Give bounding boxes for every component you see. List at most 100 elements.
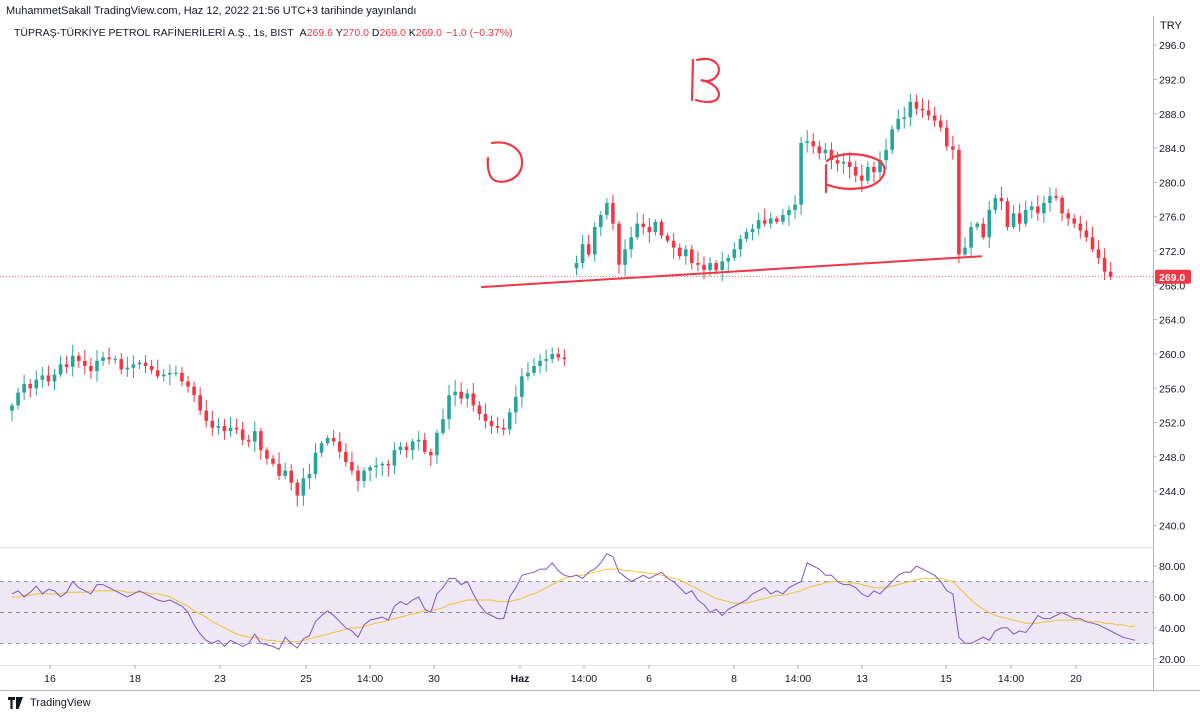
candle xyxy=(720,251,724,282)
candle-body xyxy=(101,357,105,361)
brand[interactable]: TradingView xyxy=(8,697,91,709)
candle xyxy=(76,352,81,368)
candle xyxy=(617,220,621,275)
rsi-pane xyxy=(0,552,1153,651)
candle-body xyxy=(307,474,312,479)
candle-body xyxy=(404,446,409,451)
candle-body xyxy=(938,120,943,128)
candle xyxy=(471,382,476,412)
candle-body xyxy=(890,129,894,150)
candle xyxy=(562,349,567,367)
candle xyxy=(137,359,142,370)
candle xyxy=(246,434,251,448)
candle-body xyxy=(362,470,366,481)
candle-body xyxy=(495,426,500,428)
price-axis[interactable]: 240.0244.0248.0252.0256.0260.0264.0268.0… xyxy=(1153,40,1185,533)
candle xyxy=(744,228,749,242)
candle xyxy=(143,355,148,373)
candle xyxy=(374,457,378,479)
candle-body xyxy=(295,482,300,496)
candle xyxy=(34,370,39,396)
candle xyxy=(981,217,985,240)
candle xyxy=(926,99,931,121)
candle-body xyxy=(696,263,700,265)
candle-body xyxy=(380,463,385,466)
candle xyxy=(295,479,300,507)
candle xyxy=(1078,215,1083,239)
candle-body xyxy=(799,142,803,205)
candle-body xyxy=(161,374,166,377)
candle-body xyxy=(325,438,330,444)
candle xyxy=(671,232,676,259)
candle-body xyxy=(592,227,597,255)
candle xyxy=(902,106,907,129)
rsi-axis[interactable]: 20.00 40.00 60.00 80.00 xyxy=(1153,561,1185,666)
candle xyxy=(1005,197,1010,231)
price-tick-label: 244.0 xyxy=(1159,486,1185,498)
candle-body xyxy=(951,146,955,150)
candle-body xyxy=(829,149,834,161)
candle xyxy=(186,375,190,393)
candle xyxy=(155,359,160,379)
candle-body xyxy=(1054,196,1058,198)
candle xyxy=(641,214,646,235)
time-tick-label: 18 xyxy=(129,673,141,685)
candle xyxy=(1108,261,1113,280)
candle-body xyxy=(465,393,470,399)
candle xyxy=(192,381,196,403)
candle xyxy=(726,254,731,273)
candle-body xyxy=(623,249,627,265)
candle-body xyxy=(775,218,779,222)
candle xyxy=(775,216,779,225)
candle xyxy=(307,463,312,490)
candle xyxy=(234,418,239,434)
time-tick-label: 14:00 xyxy=(357,673,383,685)
candle xyxy=(853,160,858,183)
candle xyxy=(325,435,330,446)
candle-body xyxy=(125,367,130,370)
price-tick-label: 260.0 xyxy=(1159,349,1185,361)
candle xyxy=(259,427,263,460)
candle-body xyxy=(671,240,676,248)
time-axis[interactable]: 16 18 23 25 14:00 30 Haz 14:00 6 8 14:00 13 15 14:00 2… xyxy=(44,665,1082,685)
candle xyxy=(781,208,785,225)
candle-body xyxy=(787,209,791,216)
candle-body xyxy=(253,431,257,442)
candle-body xyxy=(76,355,81,361)
candle-body xyxy=(143,362,148,366)
candle-body xyxy=(841,161,846,164)
candle-body xyxy=(174,372,178,374)
candle-body xyxy=(580,244,585,264)
candle-body xyxy=(46,375,51,382)
last-price-badge xyxy=(1155,269,1191,284)
candle xyxy=(520,368,524,408)
candle-body xyxy=(920,108,925,111)
candle-body xyxy=(198,395,202,411)
rsi-line xyxy=(11,552,1136,651)
candle xyxy=(1096,240,1101,264)
candle xyxy=(83,349,87,375)
candle-body xyxy=(453,391,457,396)
candle-body xyxy=(155,370,160,377)
candle xyxy=(228,416,233,438)
time-tick-label: Haz xyxy=(511,673,530,685)
price-tick-label: 272.0 xyxy=(1159,246,1185,258)
candle xyxy=(829,142,834,170)
candle-body xyxy=(878,160,882,173)
candle xyxy=(277,452,281,481)
candle-body xyxy=(1029,206,1034,210)
candle xyxy=(161,368,166,382)
candle-body xyxy=(665,235,670,241)
last-price-marker: 269.0 xyxy=(0,269,1191,284)
candle xyxy=(344,443,348,467)
candle-body xyxy=(392,450,397,466)
candle-body xyxy=(58,364,63,375)
symbol-name: TÜPRAŞ-TÜRKİYE PETROL RAFİNERİLERİ A.Ş.,… xyxy=(14,27,294,39)
candle-body xyxy=(817,146,822,154)
candle-body xyxy=(981,223,985,238)
candle-body xyxy=(337,441,342,452)
candle xyxy=(647,218,652,243)
candle-body xyxy=(896,118,901,130)
candle xyxy=(465,388,470,408)
candle-body xyxy=(240,429,245,440)
